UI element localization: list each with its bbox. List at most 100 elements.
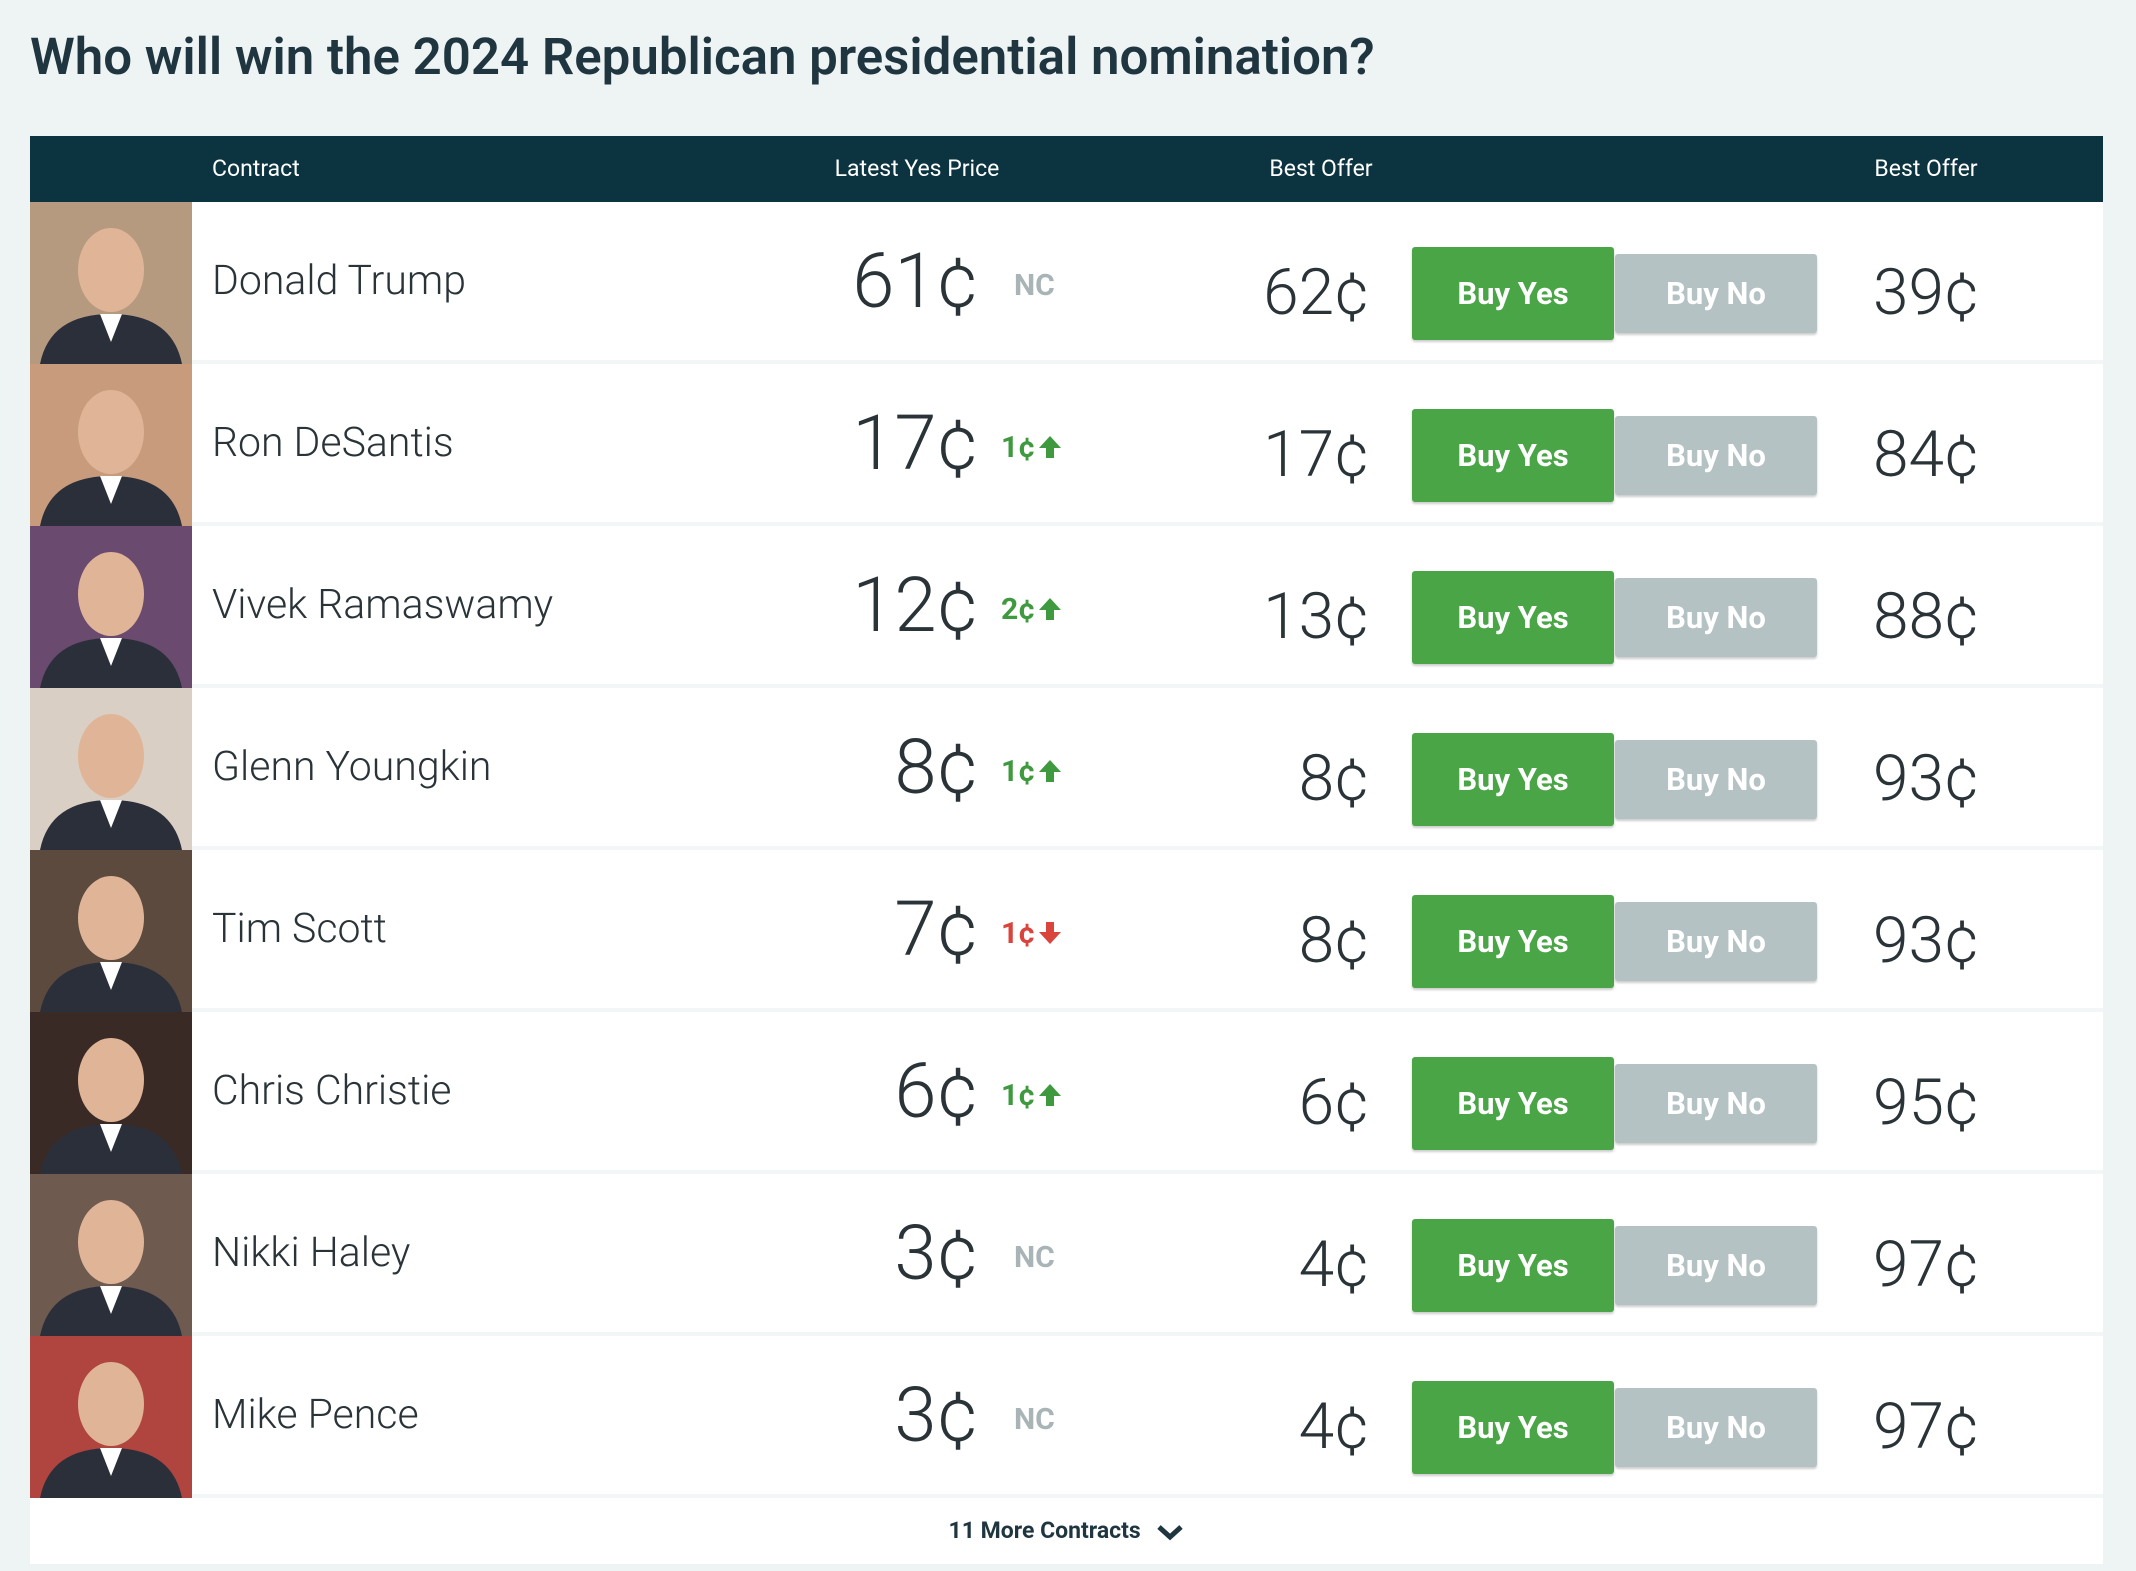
contract-row: Vivek Ramaswamy 12¢ 2¢ 13¢ Buy Yes Buy No 88¢ — [30, 526, 2103, 688]
latest-price: 8¢ — [894, 722, 978, 812]
more-text[interactable]: 11 More Contracts — [948, 1517, 1141, 1544]
buy-no-button[interactable]: Buy No — [1615, 254, 1817, 333]
change-text: 1¢ — [1001, 1078, 1036, 1113]
page-title: Who will win the 2024 Republican preside… — [30, 28, 1375, 87]
candidate-photo — [30, 364, 192, 526]
buy-yes-button[interactable]: Buy Yes — [1412, 1219, 1614, 1312]
latest-price: 3¢ — [894, 1208, 978, 1298]
down-arrow — [1038, 922, 1061, 944]
price-change: NC — [1014, 1336, 1055, 1504]
contract-row: Glenn Youngkin 8¢ 1¢ 8¢ Buy Yes Buy No 93¢ — [30, 688, 2103, 850]
candidate-name: Mike Pence — [212, 1391, 419, 1439]
photo-silhouette — [40, 1362, 182, 1498]
photo-silhouette — [40, 390, 182, 526]
candidate-name: Glenn Youngkin — [212, 743, 492, 791]
photo-silhouette — [40, 714, 182, 850]
best-offer-no: 95¢ — [1873, 1065, 1979, 1140]
candidate-name: Chris Christie — [212, 1067, 452, 1115]
photo-silhouette — [40, 1200, 182, 1336]
photo-silhouette — [40, 1038, 182, 1174]
best-offer-yes: 62¢ — [1263, 255, 1369, 330]
price-change: NC — [1014, 202, 1055, 370]
buy-yes-button[interactable]: Buy Yes — [1412, 733, 1614, 826]
contract-row: Chris Christie 6¢ 1¢ 6¢ Buy Yes Buy No 95¢ — [30, 1012, 2103, 1174]
best-offer-yes: 4¢ — [1298, 1227, 1369, 1302]
best-offer-no: 97¢ — [1873, 1227, 1979, 1302]
latest-price: 17¢ — [852, 398, 978, 488]
best-offer-no: 84¢ — [1873, 417, 1979, 492]
contract-row: Ron DeSantis 17¢ 1¢ 17¢ Buy Yes Buy No 84¢ — [30, 364, 2103, 526]
best-offer-yes: 4¢ — [1298, 1389, 1369, 1464]
best-offer-yes: 17¢ — [1263, 417, 1369, 492]
price-change: 1¢ — [1001, 688, 1061, 856]
best-offer-no: 39¢ — [1873, 255, 1979, 330]
price-change: 1¢ — [1001, 850, 1061, 1018]
buy-yes-button[interactable]: Buy Yes — [1412, 571, 1614, 664]
buy-yes-button[interactable]: Buy Yes — [1412, 1057, 1614, 1150]
candidate-name: Vivek Ramaswamy — [212, 581, 554, 629]
candidate-photo — [30, 526, 192, 688]
up-arrow — [1038, 598, 1061, 620]
latest-price: 12¢ — [852, 560, 978, 650]
buy-yes-button[interactable]: Buy Yes — [1412, 247, 1614, 340]
contract-row: Tim Scott 7¢ 1¢ 8¢ Buy Yes Buy No 93¢ — [30, 850, 2103, 1012]
buy-no-button[interactable]: Buy No — [1615, 1226, 1817, 1305]
latest-price: 3¢ — [894, 1370, 978, 1460]
latest-price: 7¢ — [894, 884, 978, 974]
header-text: Latest Yes Price — [834, 155, 1000, 182]
candidate-name: Donald Trump — [212, 257, 466, 305]
candidate-name: Tim Scott — [212, 905, 387, 953]
price-change: 2¢ — [1001, 526, 1061, 694]
contract-row: Mike Pence 3¢ NC 4¢ Buy Yes Buy No 97¢ — [30, 1336, 2103, 1498]
table-header: Contract Latest Yes Price Best Offer Bes… — [30, 136, 2103, 202]
candidate-name: Nikki Haley — [212, 1229, 411, 1277]
chevron-icon — [1157, 1525, 1184, 1541]
best-offer-no: 88¢ — [1873, 579, 1979, 654]
buy-yes-button[interactable]: Buy Yes — [1412, 1381, 1614, 1474]
up-arrow — [1038, 436, 1061, 458]
price-change: 1¢ — [1001, 1012, 1061, 1180]
latest-price: 61¢ — [852, 236, 978, 326]
best-offer-no: 93¢ — [1873, 903, 1979, 978]
buy-yes-button[interactable]: Buy Yes — [1412, 895, 1614, 988]
buy-yes-button[interactable]: Buy Yes — [1412, 409, 1614, 502]
header-text: Best Offer — [1874, 155, 1978, 182]
best-offer-no: 93¢ — [1873, 741, 1979, 816]
change-text: 2¢ — [1001, 592, 1036, 627]
candidate-name: Ron DeSantis — [212, 419, 454, 467]
change-text: 1¢ — [1001, 430, 1036, 465]
best-offer-yes: 13¢ — [1263, 579, 1369, 654]
buy-no-button[interactable]: Buy No — [1615, 578, 1817, 657]
contract-row: Donald Trump 61¢ NC 62¢ Buy Yes Buy No 39¢ — [30, 202, 2103, 364]
buy-no-button[interactable]: Buy No — [1615, 416, 1817, 495]
candidate-photo — [30, 202, 192, 364]
header-cell: Contract — [212, 155, 300, 182]
best-offer-yes: 8¢ — [1298, 741, 1369, 816]
candidate-photo — [30, 1336, 192, 1498]
candidate-photo — [30, 850, 192, 1012]
up-arrow — [1038, 1084, 1061, 1106]
latest-price: 6¢ — [894, 1046, 978, 1136]
price-change: NC — [1014, 1174, 1055, 1342]
photo-silhouette — [40, 552, 182, 688]
more-contracts[interactable]: 11 More Contracts — [30, 1498, 2103, 1564]
change-text: NC — [1014, 268, 1055, 303]
price-change: 1¢ — [1001, 364, 1061, 532]
best-offer-no: 97¢ — [1873, 1389, 1979, 1464]
candidate-photo — [30, 1012, 192, 1174]
photo-silhouette — [40, 876, 182, 1012]
photo-silhouette — [40, 228, 182, 364]
candidate-photo — [30, 688, 192, 850]
buy-no-button[interactable]: Buy No — [1615, 1388, 1817, 1467]
buy-no-button[interactable]: Buy No — [1615, 1064, 1817, 1143]
contract-row: Nikki Haley 3¢ NC 4¢ Buy Yes Buy No 97¢ — [30, 1174, 2103, 1336]
buy-no-button[interactable]: Buy No — [1615, 740, 1817, 819]
change-text: NC — [1014, 1240, 1055, 1275]
change-text: NC — [1014, 1402, 1055, 1437]
buy-no-button[interactable]: Buy No — [1615, 902, 1817, 981]
best-offer-yes: 8¢ — [1298, 903, 1369, 978]
header-text: Best Offer — [1269, 155, 1373, 182]
change-text: 1¢ — [1001, 916, 1036, 951]
best-offer-yes: 6¢ — [1298, 1065, 1369, 1140]
